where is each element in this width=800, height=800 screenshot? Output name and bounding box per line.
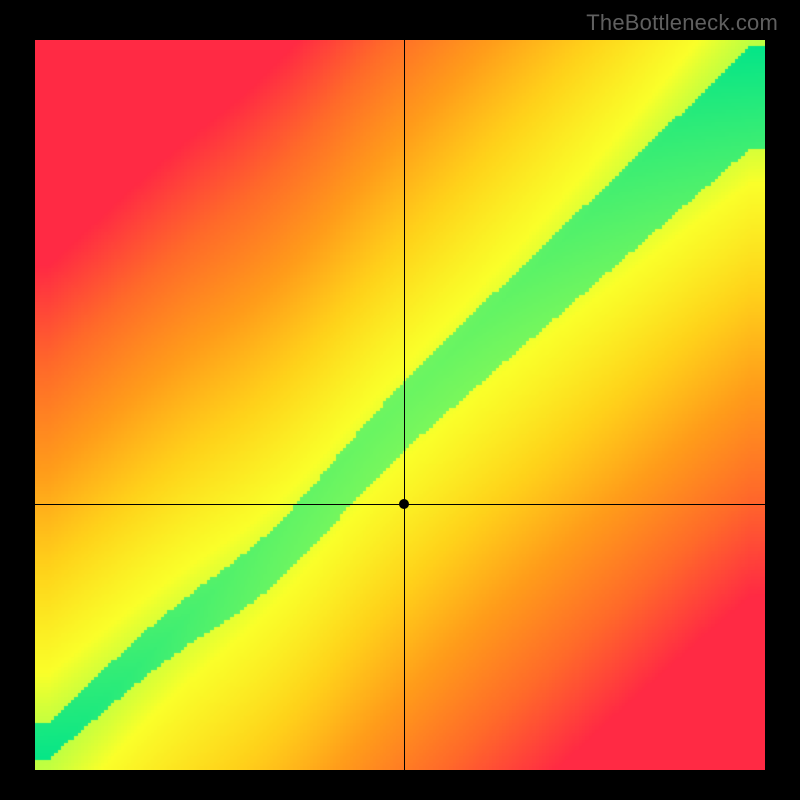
- heatmap-canvas: [35, 40, 765, 770]
- crosshair-vertical: [404, 40, 405, 770]
- watermark-label: TheBottleneck.com: [586, 10, 778, 36]
- page-root: TheBottleneck.com: [0, 0, 800, 800]
- heatmap-plot: [35, 40, 765, 770]
- marker-dot: [399, 499, 409, 509]
